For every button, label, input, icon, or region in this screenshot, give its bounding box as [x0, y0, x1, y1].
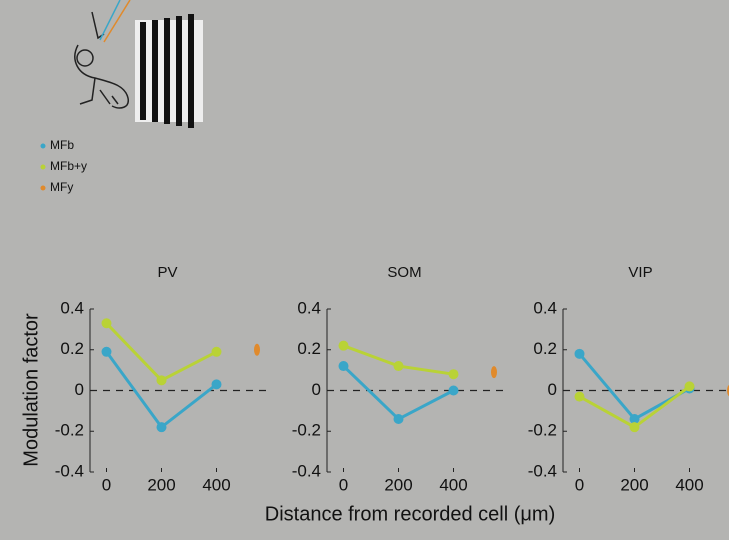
data-point: [211, 346, 222, 357]
data-point: [156, 422, 167, 433]
y-tick-label: 0.4: [297, 298, 321, 317]
y-tick-label: -0.4: [55, 461, 84, 480]
legend-marker: [40, 185, 46, 191]
data-point: [448, 369, 459, 380]
y-tick-label: -0.4: [528, 461, 557, 480]
data-point: [684, 381, 695, 392]
mfy-point: [491, 366, 497, 379]
legend-label: MFb+y: [50, 159, 87, 173]
data-point: [629, 422, 640, 433]
data-point: [448, 385, 459, 396]
y-tick-label: 0: [75, 380, 84, 399]
x-tick-label: 400: [675, 475, 703, 494]
y-tick-label: 0.2: [533, 339, 557, 358]
data-point: [156, 375, 167, 386]
data-point: [393, 361, 404, 372]
legend-marker: [40, 143, 46, 149]
y-tick-label: -0.2: [292, 421, 321, 440]
chart-title: SOM: [387, 264, 421, 281]
y-tick-label: 0: [312, 380, 321, 399]
x-tick-label: 0: [339, 475, 348, 494]
data-point: [574, 391, 585, 402]
x-tick-label: 0: [575, 475, 584, 494]
y-tick-label: -0.2: [55, 421, 84, 440]
data-point: [338, 340, 349, 351]
data-point: [629, 414, 640, 425]
x-tick-label: 0: [102, 475, 111, 494]
x-tick-label: 400: [202, 475, 230, 494]
data-point: [101, 318, 112, 329]
x-tick-label: 200: [147, 475, 175, 494]
legend-marker: [40, 164, 46, 170]
x-tick-label: 400: [439, 475, 467, 494]
y-tick-label: 0.2: [60, 339, 84, 358]
data-point: [574, 348, 585, 359]
data-point: [101, 346, 112, 357]
grating: [135, 14, 203, 128]
mfy-point: [254, 343, 260, 356]
data-point: [338, 361, 349, 372]
y-tick-label: 0.4: [60, 298, 84, 317]
chart-title: VIP: [628, 264, 652, 281]
y-tick-label: -0.4: [292, 461, 321, 480]
y-tick-label: 0: [548, 380, 557, 399]
y-tick-label: 0.2: [297, 339, 321, 358]
x-tick-label: 200: [620, 475, 648, 494]
legend-label: MFb: [50, 138, 74, 152]
x-axis-label: Distance from recorded cell (μm): [265, 503, 556, 525]
y-axis-label: Modulation factor: [20, 313, 42, 467]
x-tick-label: 200: [384, 475, 412, 494]
data-point: [393, 414, 404, 425]
y-tick-label: -0.2: [528, 421, 557, 440]
y-tick-label: 0.4: [533, 298, 557, 317]
legend-label: MFy: [50, 180, 73, 194]
mouse-illustration: [74, 0, 131, 109]
data-point: [211, 379, 222, 390]
chart-title: PV: [157, 264, 177, 281]
